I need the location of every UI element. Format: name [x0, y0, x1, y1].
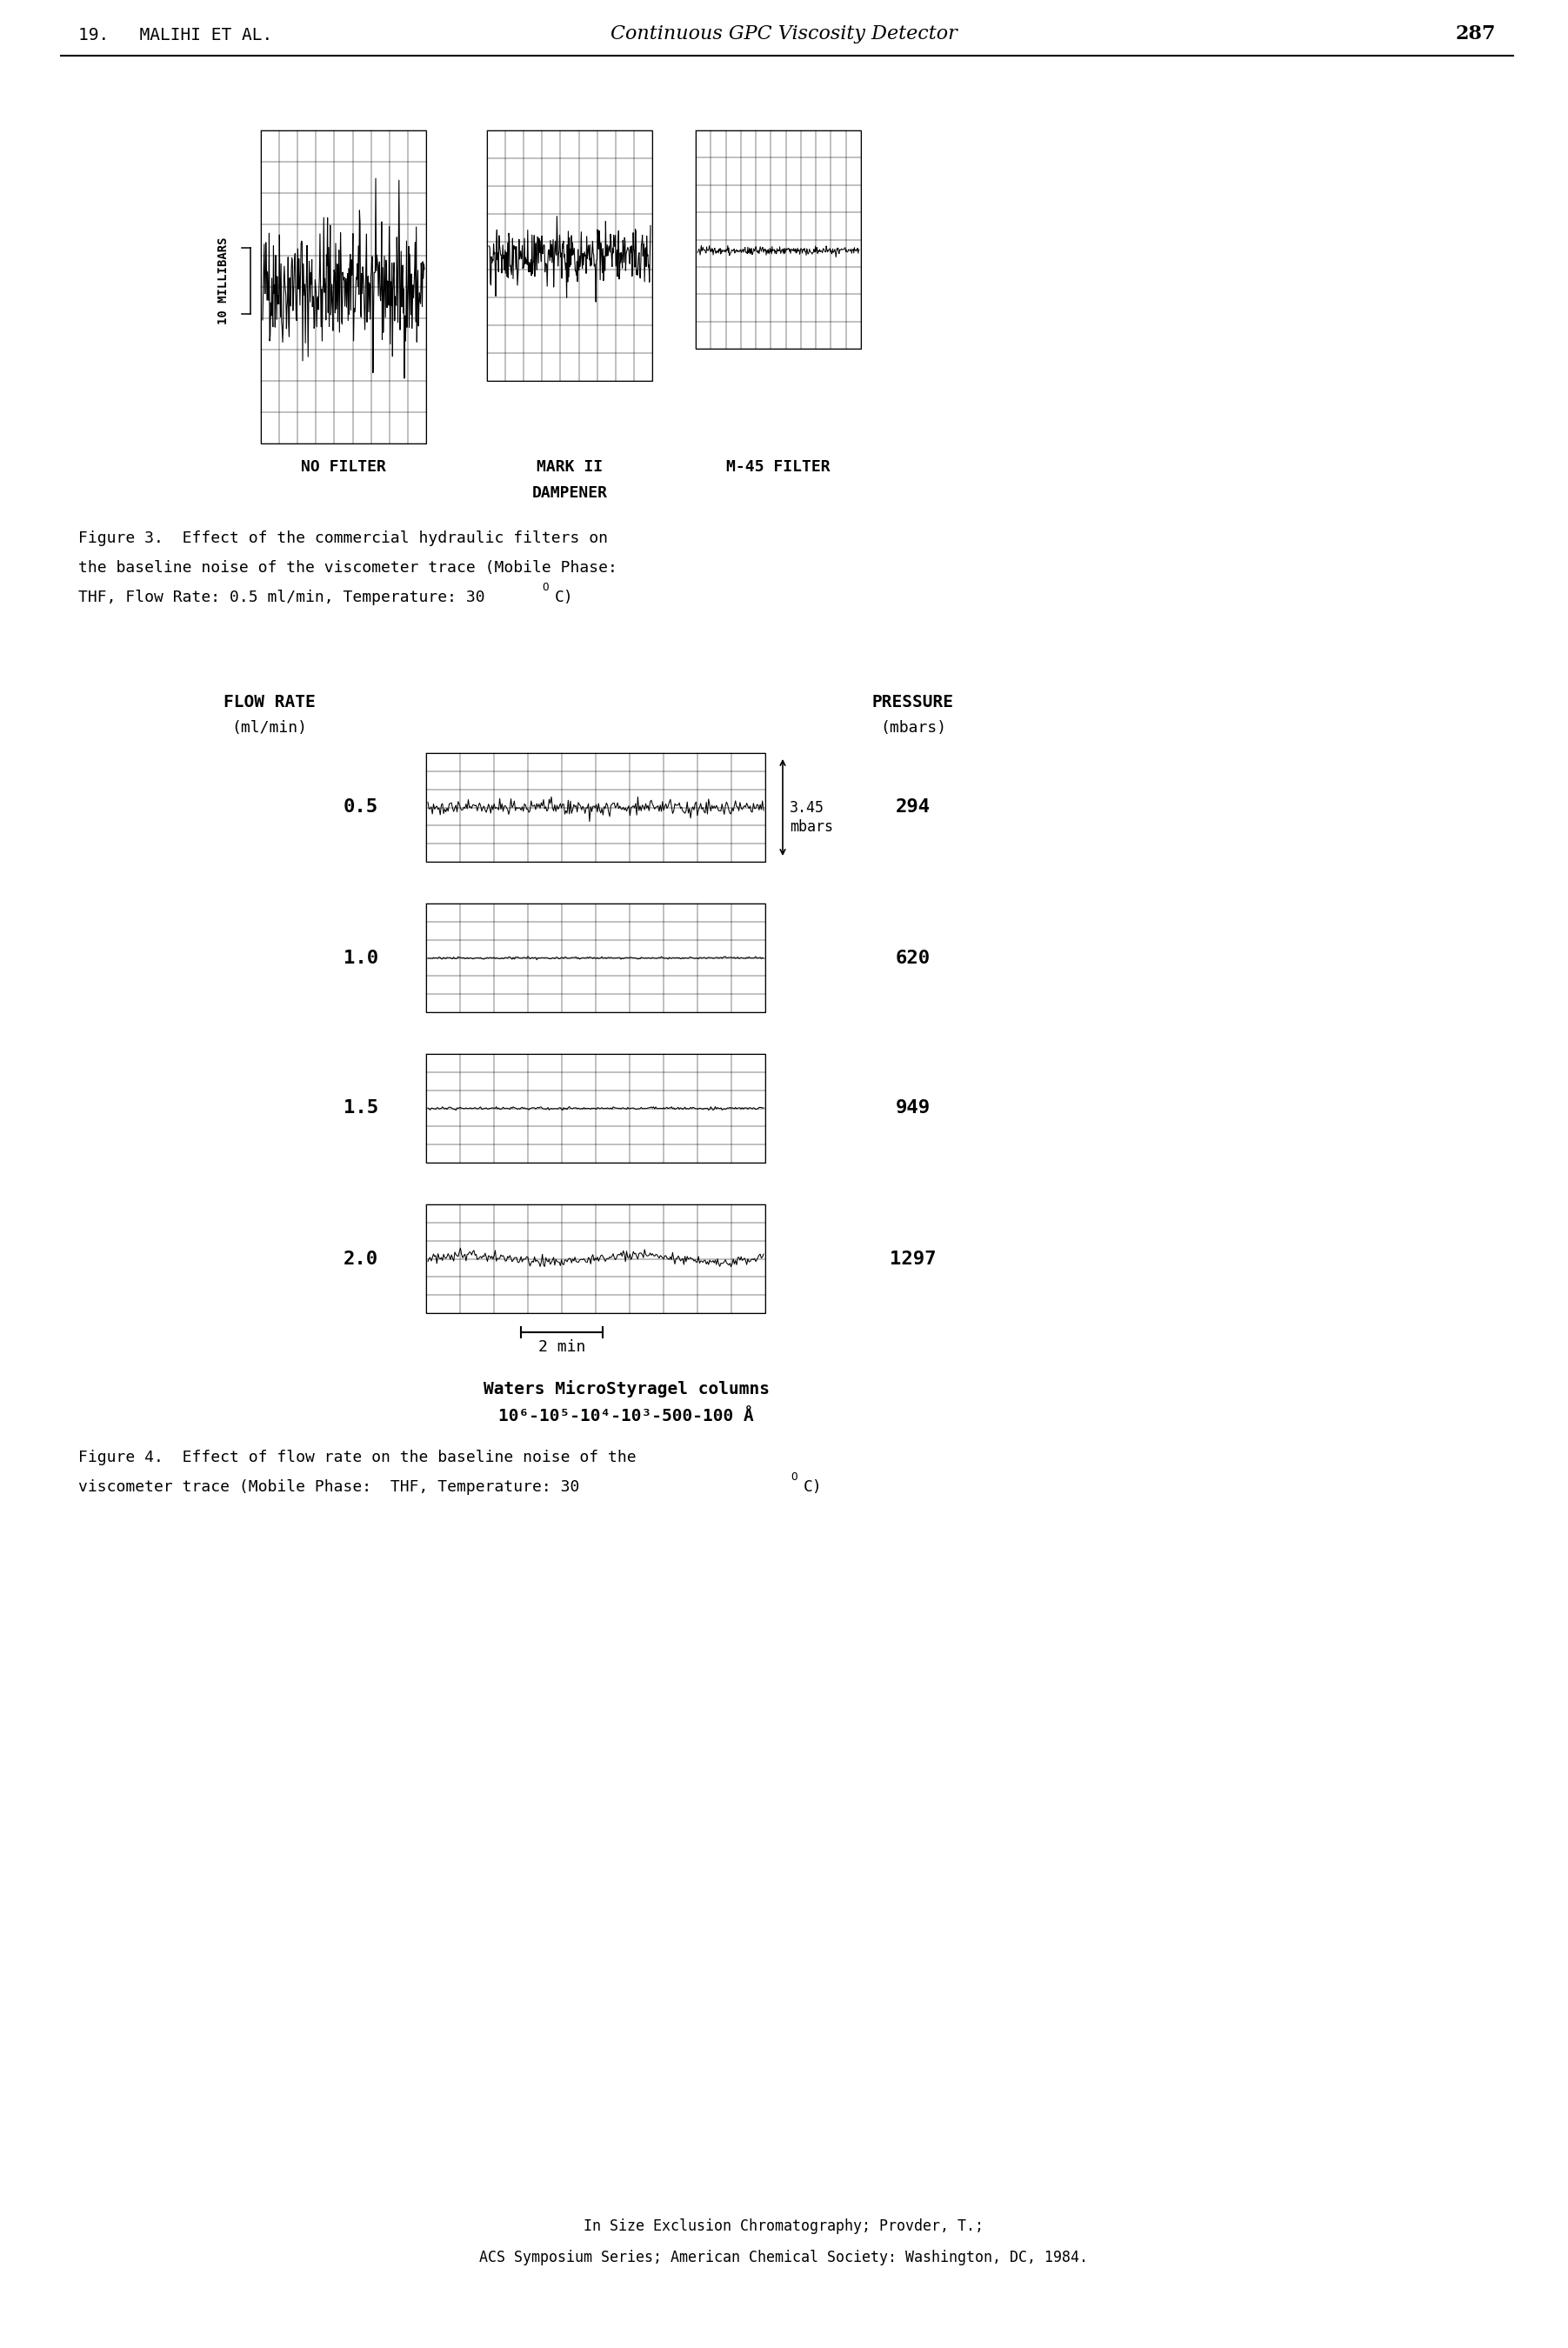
Text: 287: 287 — [1455, 23, 1496, 45]
Text: 19.   MALIHI ET AL.: 19. MALIHI ET AL. — [78, 26, 273, 45]
Text: MARK II: MARK II — [536, 460, 602, 474]
Text: 0.5: 0.5 — [343, 798, 378, 817]
Text: 1297: 1297 — [891, 1249, 936, 1268]
Text: 294: 294 — [895, 798, 930, 817]
Text: 1.0: 1.0 — [343, 949, 378, 967]
Bar — [426, 754, 765, 862]
Text: O: O — [790, 1472, 797, 1482]
Text: PRESSURE: PRESSURE — [872, 695, 953, 711]
Text: 620: 620 — [895, 949, 930, 967]
Text: In Size Exclusion Chromatography; Provder, T.;: In Size Exclusion Chromatography; Provde… — [583, 2219, 983, 2233]
Bar — [426, 1054, 765, 1162]
Text: DAMPENER: DAMPENER — [532, 486, 607, 500]
Text: mbars: mbars — [790, 819, 833, 834]
Text: O: O — [543, 582, 549, 594]
Text: FLOW RATE: FLOW RATE — [224, 695, 315, 711]
Text: 3.45: 3.45 — [790, 801, 825, 815]
Bar — [696, 131, 861, 350]
Text: ACS Symposium Series; American Chemical Society: Washington, DC, 1984.: ACS Symposium Series; American Chemical … — [480, 2249, 1088, 2266]
Text: 1.5: 1.5 — [343, 1099, 378, 1118]
Text: 2.0: 2.0 — [343, 1249, 378, 1268]
Text: Waters MicroStyragel columns: Waters MicroStyragel columns — [483, 1381, 770, 1397]
Text: (mbars): (mbars) — [880, 721, 946, 735]
Text: 2 min: 2 min — [538, 1338, 585, 1355]
Text: C): C) — [803, 1479, 823, 1496]
Text: 949: 949 — [895, 1099, 930, 1118]
Bar — [426, 1205, 765, 1313]
Text: (ml/min): (ml/min) — [232, 721, 307, 735]
Text: the baseline noise of the viscometer trace (Mobile Phase:: the baseline noise of the viscometer tra… — [78, 561, 618, 575]
Text: Continuous GPC Viscosity Detector: Continuous GPC Viscosity Detector — [610, 23, 956, 45]
Bar — [426, 904, 765, 1012]
Text: C): C) — [555, 589, 574, 606]
Bar — [260, 131, 426, 444]
Text: M-45 FILTER: M-45 FILTER — [726, 460, 831, 474]
Text: Figure 4.  Effect of flow rate on the baseline noise of the: Figure 4. Effect of flow rate on the bas… — [78, 1449, 637, 1465]
Text: 10⁶-10⁵-10⁴-10³-500-100 Å: 10⁶-10⁵-10⁴-10³-500-100 Å — [499, 1409, 754, 1425]
Bar — [488, 131, 652, 380]
Text: Figure 3.  Effect of the commercial hydraulic filters on: Figure 3. Effect of the commercial hydra… — [78, 531, 608, 547]
Text: 10 MILLIBARS: 10 MILLIBARS — [218, 237, 229, 324]
Text: viscometer trace (Mobile Phase:  THF, Temperature: 30: viscometer trace (Mobile Phase: THF, Tem… — [78, 1479, 580, 1496]
Text: NO FILTER: NO FILTER — [301, 460, 386, 474]
Text: THF, Flow Rate: 0.5 ml/min, Temperature: 30: THF, Flow Rate: 0.5 ml/min, Temperature:… — [78, 589, 485, 606]
